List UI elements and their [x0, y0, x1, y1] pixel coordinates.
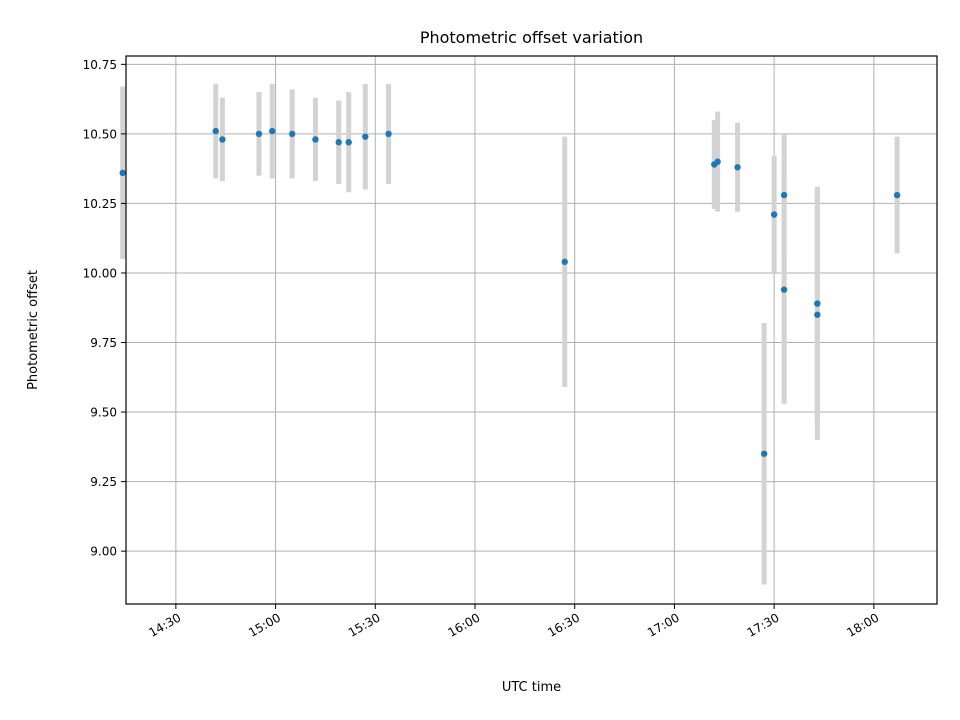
data-point [345, 139, 352, 146]
y-axis-label: Photometric offset [26, 270, 41, 390]
plot-frame [125, 55, 938, 605]
data-point [255, 130, 263, 138]
data-point [714, 158, 721, 165]
y-tick-label: 9.25 [90, 475, 117, 489]
data-point [212, 127, 219, 135]
x-axis-label: UTC time [502, 680, 561, 695]
chart-title: Photometric offset variation [420, 28, 643, 47]
data-point [760, 450, 768, 457]
y-tick-label: 10.00 [83, 266, 117, 280]
data-point [734, 164, 741, 171]
y-tick-label: 9.75 [90, 336, 117, 350]
data-point [770, 211, 778, 218]
data-point [219, 136, 226, 143]
data-points [119, 127, 901, 457]
data-point [814, 300, 821, 307]
y-axis-ticks: 9.00 9.25 9.50 9.75 10.00 10.25 10.50 10.75 [83, 58, 126, 559]
data-point [814, 311, 821, 318]
y-tick-label: 9.50 [90, 406, 117, 420]
data-point [780, 191, 788, 199]
y-tick-label: 10.75 [83, 58, 117, 72]
y-tick-label: 10.25 [83, 197, 117, 211]
grid-lines [126, 56, 937, 604]
data-point [335, 139, 342, 146]
data-point [561, 258, 568, 266]
data-point [119, 169, 126, 177]
data-point [362, 133, 369, 140]
y-tick-label: 9.00 [90, 545, 117, 559]
data-point [780, 286, 788, 293]
data-point [893, 191, 901, 199]
data-point [312, 136, 319, 143]
y-tick-label: 10.50 [83, 127, 117, 141]
data-point [385, 130, 392, 138]
data-point [269, 127, 276, 135]
data-point [288, 130, 296, 138]
